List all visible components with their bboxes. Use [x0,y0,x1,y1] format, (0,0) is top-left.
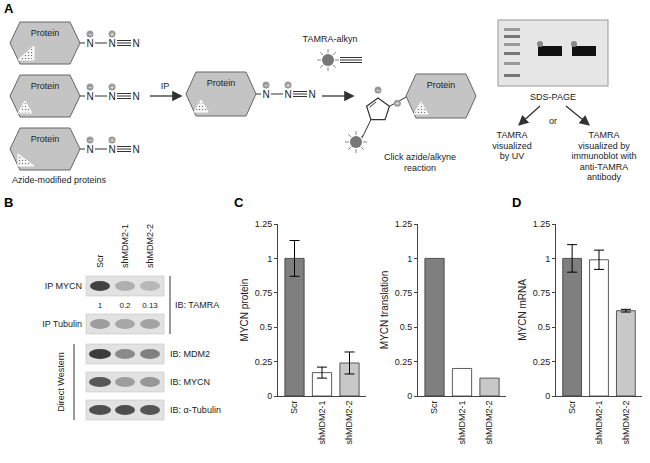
svg-text:IB: MYCN: IB: MYCN [170,377,210,387]
svg-text:A: A [4,1,14,16]
svg-text:0.75: 0.75 [395,288,413,298]
svg-text:N: N [284,89,291,100]
svg-text:1: 1 [407,254,412,264]
svg-text:0.5: 0.5 [400,322,413,332]
svg-text:B: B [4,195,13,210]
svg-text:shMDM2-1: shMDM2-1 [457,401,467,445]
svg-text:IP MYCN: IP MYCN [45,281,82,291]
svg-text:IB: TAMRA: IB: TAMRA [175,300,219,310]
svg-text:+: + [110,84,114,91]
svg-text:+: + [286,82,290,89]
svg-text:0: 0 [267,391,272,401]
svg-text:anti-TAMRA: anti-TAMRA [580,162,628,172]
svg-text:visualized: visualized [492,141,532,151]
svg-text:immunoblot with: immunoblot with [571,151,636,161]
svg-text:IP Tubulin: IP Tubulin [42,319,82,329]
svg-text:Scr: Scr [567,401,577,415]
svg-text:1.25: 1.25 [395,219,413,229]
svg-text:shMDM2-2: shMDM2-2 [484,401,494,445]
svg-text:Protein: Protein [427,80,456,90]
svg-text:−: − [88,31,92,38]
svg-text:reaction: reaction [404,163,436,173]
svg-text:1: 1 [267,254,272,264]
svg-text:Protein: Protein [31,134,60,144]
svg-text:TAMRA: TAMRA [497,130,528,140]
svg-text:0.5: 0.5 [538,322,551,332]
svg-text:0.5: 0.5 [260,322,273,332]
svg-text:+: + [110,31,114,38]
svg-text:IB: MDM2: IB: MDM2 [170,349,210,359]
svg-text:shMDM2-1: shMDM2-1 [317,401,327,445]
svg-text:N: N [86,144,93,155]
svg-text:C: C [234,195,244,210]
svg-text:shMDM2-2: shMDM2-2 [145,224,155,268]
svg-text:shMDM2-1: shMDM2-1 [120,224,130,268]
svg-text:SDS-PAGE: SDS-PAGE [530,92,576,102]
svg-text:N: N [108,91,115,102]
svg-text:IB: α-Tubulin: IB: α-Tubulin [170,405,221,415]
svg-text:0.25: 0.25 [533,357,551,367]
svg-text:Click azide/alkyne: Click azide/alkyne [384,152,456,162]
svg-text:1: 1 [545,254,550,264]
svg-text:TAMRA: TAMRA [589,130,620,140]
svg-text:shMDM2-2: shMDM2-2 [621,401,631,445]
svg-text:N: N [308,89,315,100]
svg-text:by UV: by UV [500,151,525,161]
svg-text:0: 0 [407,391,412,401]
svg-text:MYCN translation: MYCN translation [379,271,390,349]
svg-text:Scr: Scr [289,401,299,415]
svg-text:N: N [132,144,139,155]
svg-text:N: N [262,89,269,100]
svg-text:0.75: 0.75 [533,288,551,298]
svg-text:−: − [88,84,92,91]
svg-text:MYCN protein: MYCN protein [239,279,250,342]
svg-text:MYCN mRNA: MYCN mRNA [517,279,528,341]
svg-text:1.25: 1.25 [255,219,273,229]
svg-text:Scr: Scr [95,254,105,268]
svg-text:0.25: 0.25 [255,357,273,367]
svg-text:0.2: 0.2 [119,301,131,310]
svg-text:antibody: antibody [587,172,622,182]
svg-text:−: − [376,87,380,94]
svg-text:+: + [395,100,399,107]
svg-text:N: N [132,38,139,49]
svg-text:shMDM2-2: shMDM2-2 [344,401,354,445]
svg-text:N: N [132,91,139,102]
svg-text:1: 1 [98,301,103,310]
svg-text:−: − [88,137,92,144]
svg-text:Protein: Protein [31,28,60,38]
svg-text:+: + [110,137,114,144]
svg-text:shMDM2-1: shMDM2-1 [594,401,604,445]
svg-text:Protein: Protein [207,78,236,88]
svg-text:D: D [512,195,521,210]
svg-text:N: N [86,38,93,49]
svg-text:0: 0 [545,391,550,401]
svg-text:1.25: 1.25 [533,219,551,229]
svg-text:0.25: 0.25 [395,357,413,367]
svg-text:visualized by: visualized by [578,141,630,151]
svg-text:0.75: 0.75 [255,288,273,298]
svg-text:TAMRA-alkyn: TAMRA-alkyn [303,34,358,44]
svg-text:Direct Western: Direct Western [56,352,66,411]
svg-text:N: N [108,38,115,49]
svg-text:Scr: Scr [429,401,439,415]
svg-text:IP: IP [161,81,170,91]
svg-text:N: N [108,144,115,155]
svg-text:or: or [549,116,557,126]
svg-text:N: N [86,91,93,102]
svg-text:−: − [264,82,268,89]
svg-text:Azide-modified proteins: Azide-modified proteins [12,175,107,185]
svg-text:Protein: Protein [31,81,60,91]
svg-text:0.13: 0.13 [142,301,158,310]
